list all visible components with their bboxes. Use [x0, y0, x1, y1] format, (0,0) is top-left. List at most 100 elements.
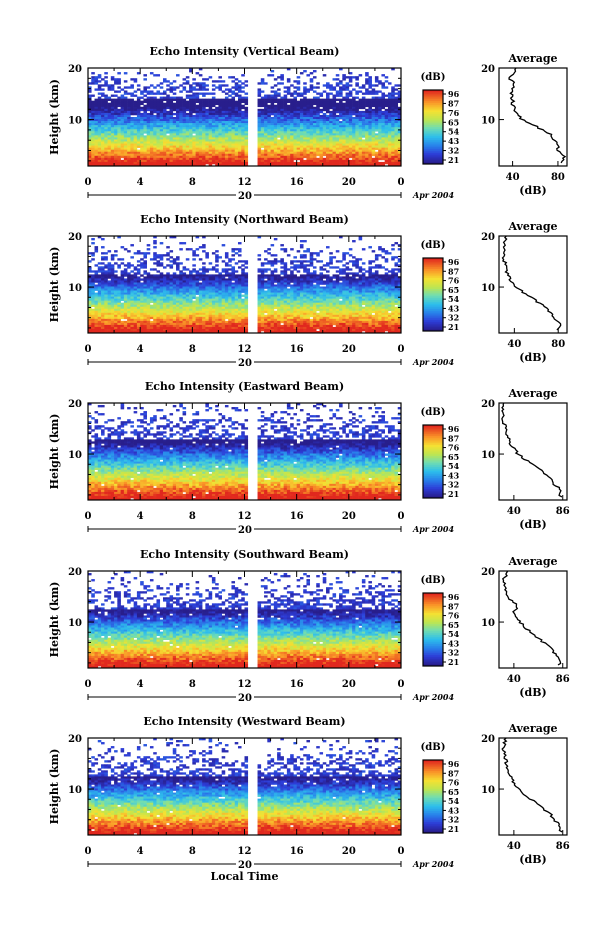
heatmap-cell	[208, 159, 213, 163]
heatmap-cell	[215, 112, 219, 116]
heatmap-cell	[120, 100, 125, 104]
heatmap-cell	[286, 151, 291, 155]
heatmap-cell	[352, 282, 356, 285]
heatmap-cell	[159, 149, 164, 153]
heatmap-cell	[374, 143, 379, 146]
heatmap-cell	[117, 284, 121, 287]
heatmap-cell	[88, 135, 92, 138]
heatmap-cell	[231, 141, 236, 144]
heatmap-cell	[149, 131, 154, 134]
heatmap-cell	[312, 280, 317, 283]
heatmap-cell	[130, 159, 134, 163]
heatmap-cell	[94, 112, 99, 116]
heatmap-cell	[198, 88, 203, 91]
heatmap-cell	[211, 80, 216, 83]
heatmap-cell	[136, 280, 141, 283]
heatmap-cell	[378, 163, 382, 167]
heatmap-cell	[176, 112, 180, 116]
heatmap-cell	[192, 155, 196, 159]
heatmap-cell	[215, 270, 219, 273]
heatmap-cell	[309, 108, 314, 112]
heatmap-cell	[296, 264, 301, 267]
heatmap-cell	[303, 260, 307, 263]
heatmap-cell	[358, 276, 363, 279]
heatmap-cell	[303, 264, 307, 267]
heatmap-cell	[117, 143, 121, 146]
heatmap-cell	[88, 282, 92, 285]
heatmap-cell	[286, 108, 291, 112]
heatmap-cell	[162, 282, 167, 285]
heatmap-cell	[101, 141, 105, 144]
heatmap-cell	[299, 129, 304, 132]
heatmap-cell	[339, 282, 343, 285]
heatmap-cell	[316, 100, 320, 104]
heatmap-cell	[189, 288, 193, 291]
heatmap-cell	[91, 135, 95, 138]
heatmap-cell	[130, 123, 134, 126]
heatmap-cell	[202, 278, 206, 281]
heatmap-cell	[179, 121, 183, 124]
heatmap-cell	[326, 161, 330, 165]
heatmap-cell	[378, 112, 382, 116]
heatmap-cell	[387, 284, 392, 287]
heatmap-cell	[273, 260, 278, 263]
heatmap-cell	[156, 276, 161, 279]
heatmap-cell	[348, 155, 353, 159]
heatmap-cell	[156, 139, 161, 142]
heatmap-cell	[97, 290, 102, 293]
heatmap-cell	[198, 161, 203, 165]
heatmap-cell	[237, 141, 242, 144]
heatmap-cell	[189, 106, 193, 110]
heatmap-cell	[185, 147, 190, 150]
heatmap-cell	[104, 114, 108, 118]
heatmap-cell	[107, 151, 112, 155]
heatmap-cell	[290, 137, 294, 140]
heatmap-cell	[107, 129, 112, 132]
heatmap-cell	[397, 108, 402, 112]
heatmap-cell	[306, 286, 311, 289]
heatmap-cell	[358, 278, 363, 281]
heatmap-cell	[153, 74, 157, 77]
heatmap-cell	[162, 151, 167, 155]
heatmap-cell	[267, 153, 271, 157]
heatmap-cell	[303, 149, 307, 153]
heatmap-cell	[221, 280, 226, 283]
heatmap-cell	[123, 268, 128, 271]
heatmap-cell	[264, 163, 268, 167]
heatmap-cell	[185, 119, 190, 122]
heatmap-cell	[234, 145, 239, 148]
heatmap-cell	[309, 260, 314, 263]
heatmap-cell	[88, 276, 92, 279]
heatmap-cell	[97, 123, 102, 126]
heatmap-cell	[133, 80, 138, 83]
heatmap-cell	[208, 119, 213, 122]
heatmap-cell	[257, 141, 262, 144]
heatmap-cell	[387, 278, 392, 281]
heatmap-cell	[127, 127, 131, 130]
heatmap-cell	[202, 145, 206, 148]
heatmap-cell	[211, 278, 216, 281]
heatmap-cell	[270, 100, 275, 104]
heatmap-cell	[182, 143, 187, 146]
heatmap-cell	[290, 262, 294, 265]
heatmap-cell	[104, 112, 108, 116]
heatmap-cell	[299, 286, 304, 289]
heatmap-cell	[123, 286, 128, 289]
heatmap-cell	[166, 129, 170, 132]
heatmap-cell	[361, 106, 366, 110]
heatmap-cell	[185, 143, 190, 146]
heatmap-cell	[352, 155, 356, 159]
heatmap-cell	[114, 153, 118, 157]
heatmap-cell	[348, 123, 353, 126]
heatmap-cell	[283, 123, 288, 126]
heatmap-cell	[345, 139, 350, 142]
heatmap-cell	[345, 147, 350, 150]
heatmap-cell	[365, 151, 369, 155]
heatmap-cell	[286, 98, 291, 101]
heatmap-cell	[234, 248, 239, 251]
heatmap-cell	[202, 94, 206, 97]
heatmap-cell	[378, 100, 382, 104]
heatmap-cell	[260, 129, 265, 132]
heatmap-cell	[91, 82, 95, 85]
heatmap-cell	[293, 110, 297, 114]
